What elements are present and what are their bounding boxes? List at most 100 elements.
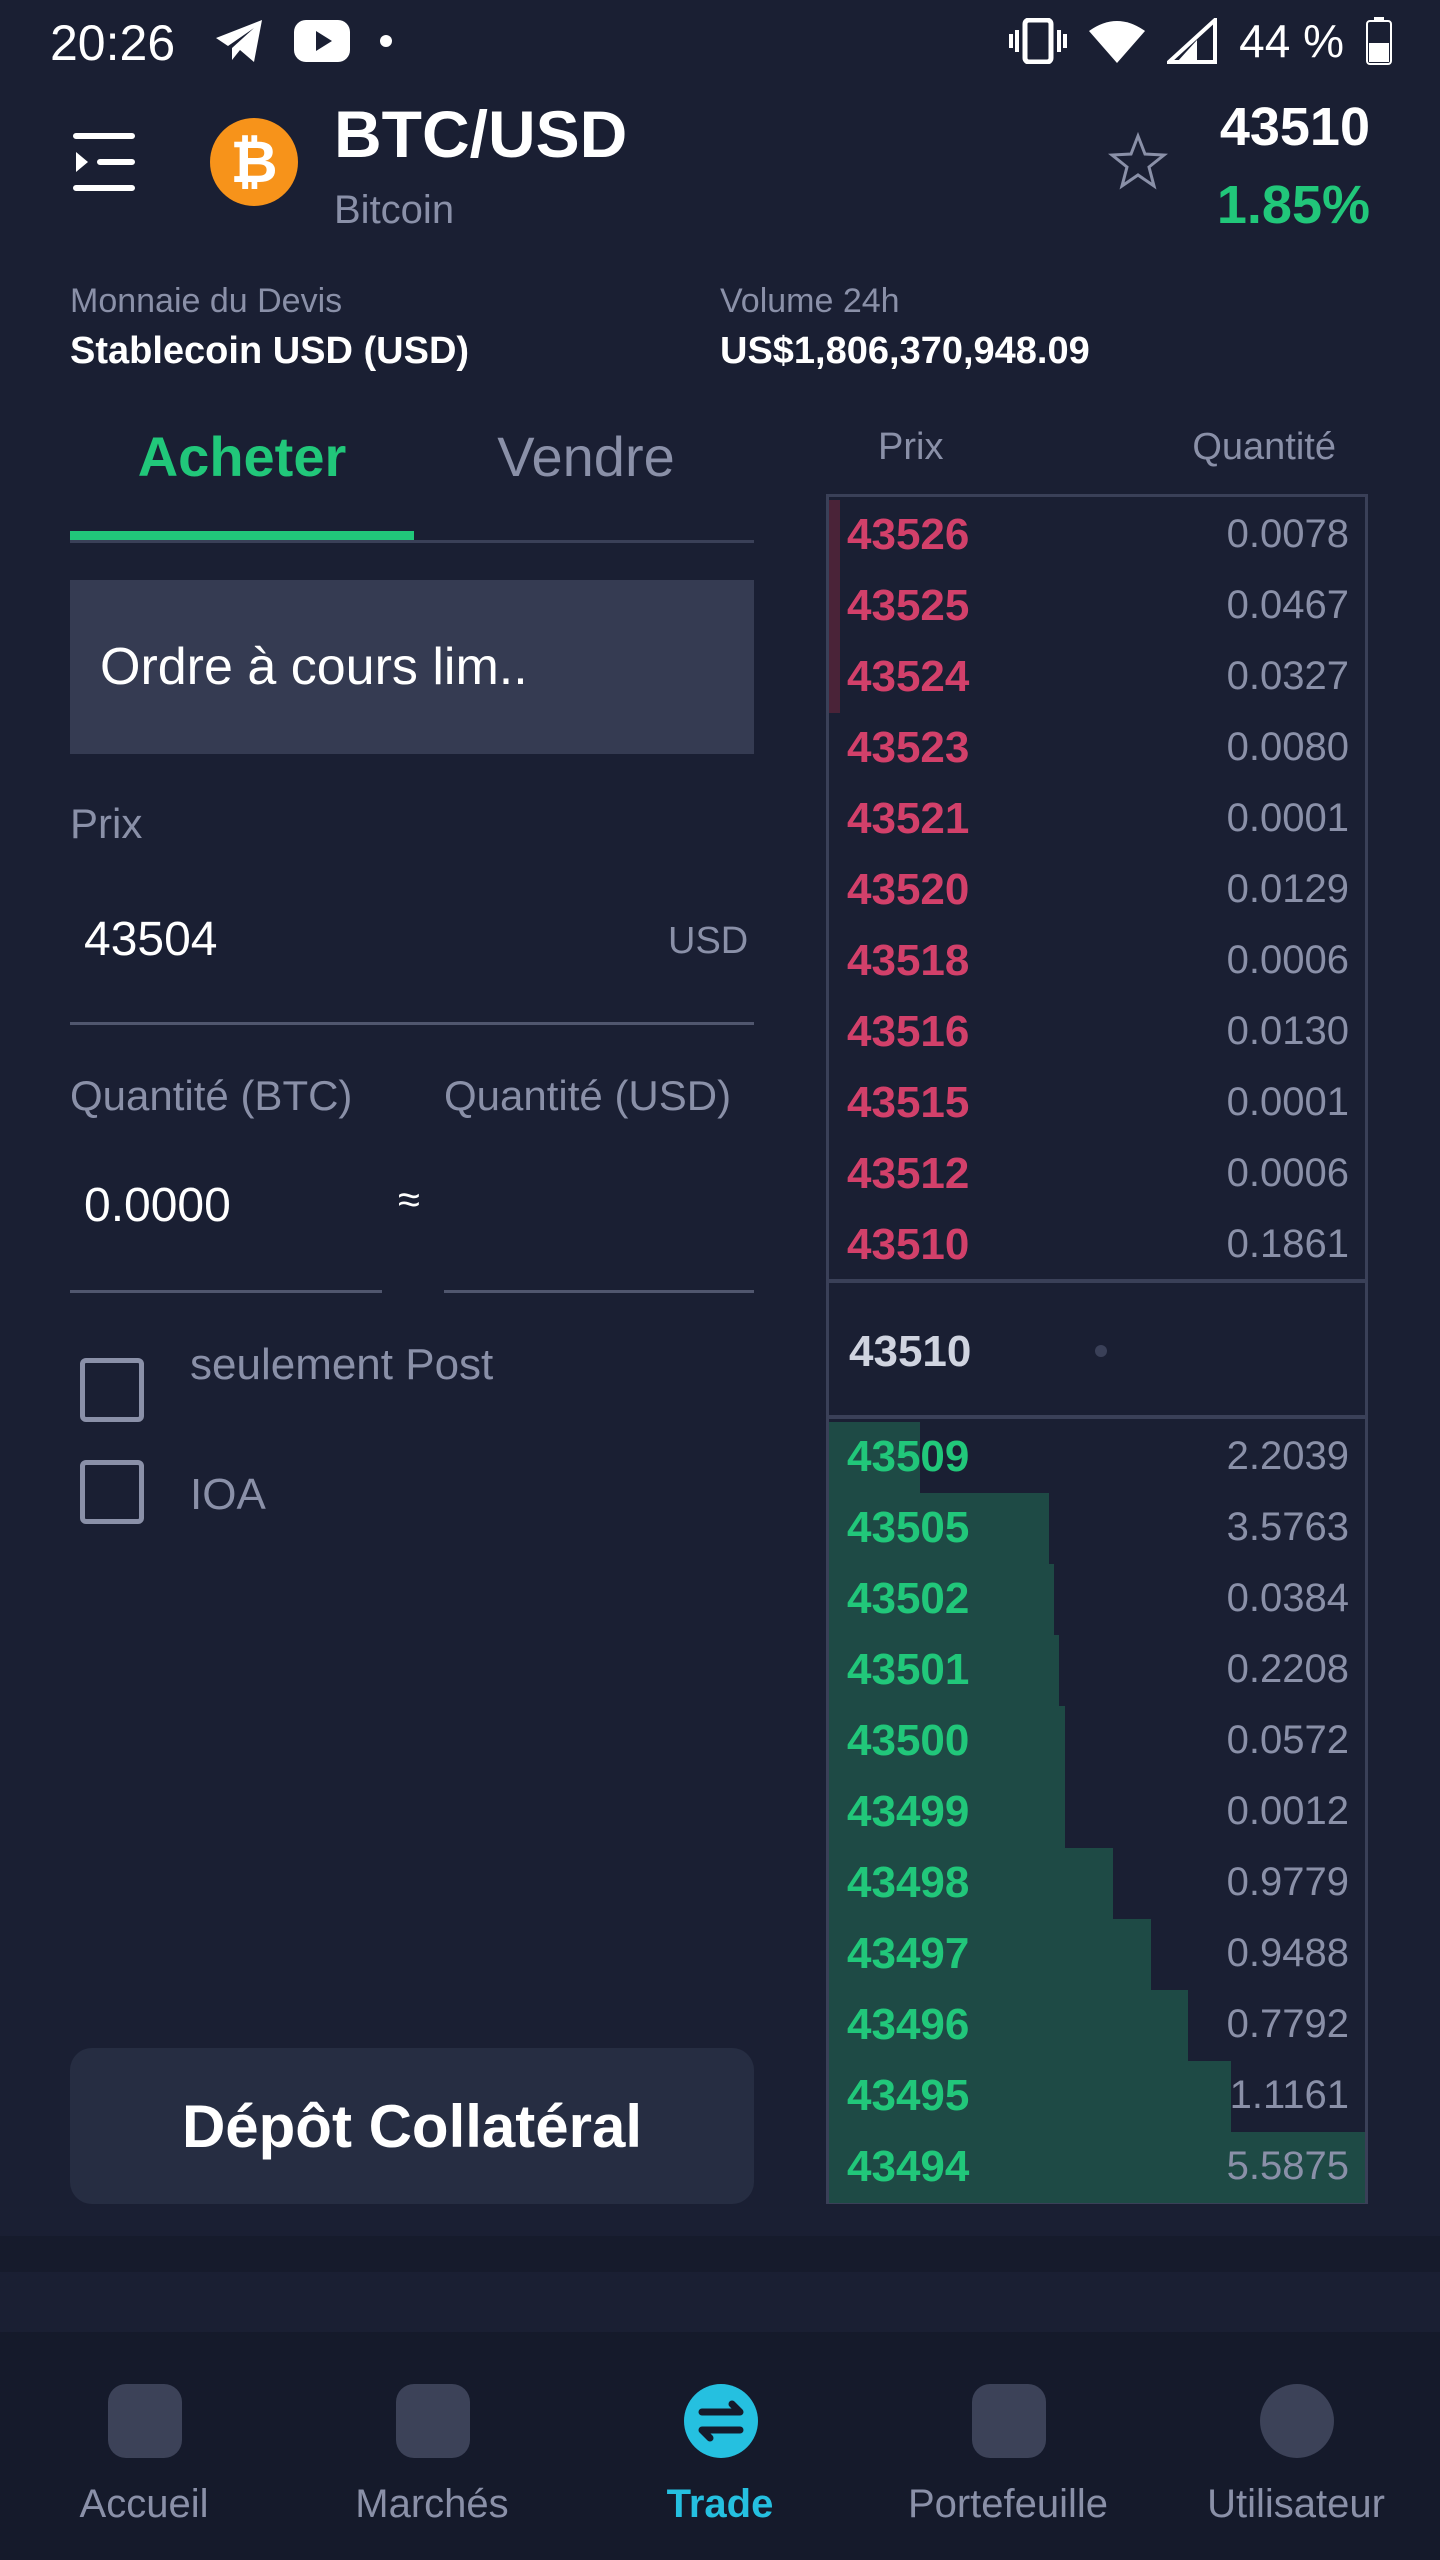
orderbook-qty: 0.0384 bbox=[1226, 1576, 1349, 1620]
orderbook-row[interactable]: 43510 0.1861 bbox=[829, 1210, 1365, 1281]
orderbook-row[interactable]: 43498 0.9779 bbox=[829, 1848, 1365, 1919]
orderbook-qty: 0.0006 bbox=[1226, 938, 1349, 982]
depth-bar bbox=[829, 1635, 1060, 1706]
orderbook-price: 43496 bbox=[847, 2000, 970, 2049]
orderbook-qty: 0.0001 bbox=[1226, 796, 1349, 840]
volume-value: US$1,806,370,948.09 bbox=[720, 330, 1090, 372]
orderbook-asks: 43526 0.0078 43525 0.0467 43524 0.0327 43523 0.… bbox=[826, 494, 1368, 1282]
orderbook-qty: 0.0129 bbox=[1226, 867, 1349, 911]
deposit-collateral-button[interactable]: Dépôt Collatéral bbox=[70, 2048, 754, 2204]
nav-item-marches[interactable]: Marchés bbox=[288, 2332, 576, 2560]
orderbook-row[interactable]: 43499 0.0012 bbox=[829, 1777, 1365, 1848]
orderbook-price: 43498 bbox=[847, 1858, 970, 1907]
tab-active-indicator bbox=[70, 531, 414, 540]
orderbook-qty: 0.0467 bbox=[1226, 583, 1349, 627]
orderbook-qty: 0.0130 bbox=[1226, 1009, 1349, 1053]
orderbook-row[interactable]: 43501 0.2208 bbox=[829, 1635, 1365, 1706]
orderbook-qty: 0.0012 bbox=[1226, 1789, 1349, 1833]
orderbook-qty: 0.9779 bbox=[1226, 1860, 1349, 1904]
wallet-icon bbox=[972, 2384, 1046, 2458]
orderbook-price: 43512 bbox=[847, 1149, 970, 1198]
quote-currency-value: Stablecoin USD (USD) bbox=[70, 330, 470, 372]
orderbook-price: 43501 bbox=[847, 1645, 970, 1694]
qty-btc-input[interactable]: 0.0000 bbox=[84, 1179, 231, 1232]
markets-icon bbox=[396, 2384, 470, 2458]
orderbook-qty: 0.2208 bbox=[1226, 1647, 1349, 1691]
nav-item-accueil[interactable]: Accueil bbox=[0, 2332, 288, 2560]
depth-bar bbox=[829, 642, 840, 713]
orderbook-row[interactable]: 43526 0.0078 bbox=[829, 500, 1365, 571]
home-icon bbox=[108, 2384, 182, 2458]
ioc-checkbox[interactable] bbox=[80, 1460, 144, 1524]
tab-sell[interactable]: Vendre bbox=[497, 425, 675, 488]
price-underline bbox=[70, 1022, 754, 1025]
orderbook-row[interactable]: 43496 0.7792 bbox=[829, 1990, 1365, 2061]
depth-bar bbox=[829, 500, 840, 571]
price-input[interactable]: 43504 bbox=[84, 913, 218, 966]
depth-bar bbox=[829, 1919, 1151, 1990]
pair-title[interactable]: BTC/USD bbox=[334, 97, 628, 171]
order-type-select[interactable]: Ordre à cours lim.. bbox=[70, 580, 754, 754]
qty-usd-label: Quantité (USD) bbox=[444, 1072, 732, 1119]
orderbook-row[interactable]: 43523 0.0080 bbox=[829, 713, 1365, 784]
orderbook-row[interactable]: 43518 0.0006 bbox=[829, 926, 1365, 997]
orderbook-row[interactable]: 43512 0.0006 bbox=[829, 1139, 1365, 1210]
vibrate-icon bbox=[1009, 18, 1068, 64]
orderbook-qty: 0.0080 bbox=[1226, 725, 1349, 769]
nav-item-utilisateur[interactable]: Utilisateur bbox=[1152, 2332, 1440, 2560]
orderbook-qty: 2.2039 bbox=[1226, 1434, 1349, 1478]
orderbook-qty: 0.0572 bbox=[1226, 1718, 1349, 1762]
youtube-icon bbox=[294, 20, 350, 62]
approx-sign: ≈ bbox=[398, 1178, 420, 1222]
orderbook-price: 43520 bbox=[847, 865, 970, 914]
orderbook-row[interactable]: 43515 0.0001 bbox=[829, 1068, 1365, 1139]
depth-bar bbox=[829, 1848, 1114, 1919]
nav-item-trade[interactable]: Trade bbox=[576, 2332, 864, 2560]
orderbook-qty: 0.0327 bbox=[1226, 654, 1349, 698]
orderbook-bids: 43509 2.2039 43505 3.5763 43502 0.0384 43501 0.… bbox=[826, 1416, 1368, 2204]
orderbook-row[interactable]: 43524 0.0327 bbox=[829, 642, 1365, 713]
qty-usd-input[interactable] bbox=[444, 1290, 754, 1293]
menu-icon[interactable] bbox=[70, 130, 138, 194]
depth-bar bbox=[829, 1706, 1065, 1777]
favorite-star-icon[interactable] bbox=[1108, 132, 1168, 192]
tab-buy[interactable]: Acheter bbox=[137, 425, 347, 488]
orderbook-row[interactable]: 43497 0.9488 bbox=[829, 1919, 1365, 1990]
depth-bar bbox=[829, 2061, 1231, 2132]
orderbook-price: 43495 bbox=[847, 2071, 970, 2120]
price-change: 1.85% bbox=[1216, 175, 1370, 235]
orderbook-price: 43497 bbox=[847, 1929, 970, 1978]
ioc-label: IOA bbox=[190, 1470, 266, 1519]
orderbook-price: 43516 bbox=[847, 1007, 970, 1056]
nav-label: Utilisateur bbox=[1207, 2482, 1385, 2526]
orderbook-qty: 0.0006 bbox=[1226, 1151, 1349, 1195]
orderbook-row[interactable]: 43520 0.0129 bbox=[829, 855, 1365, 926]
orderbook-row[interactable]: 43509 2.2039 bbox=[829, 1422, 1365, 1493]
volume-label: Volume 24h bbox=[720, 282, 900, 320]
post-only-checkbox[interactable] bbox=[80, 1358, 144, 1422]
bitcoin-logo-icon: ₿ bbox=[210, 118, 298, 206]
nav-item-portefeuille[interactable]: Portefeuille bbox=[864, 2332, 1152, 2560]
orderbook-row[interactable]: 43502 0.0384 bbox=[829, 1564, 1365, 1635]
wifi-icon bbox=[1089, 21, 1146, 63]
orderbook-row[interactable]: 43494 5.5875 bbox=[829, 2132, 1365, 2203]
qty-btc-underline bbox=[70, 1290, 382, 1293]
status-time: 20:26 bbox=[50, 15, 176, 71]
orderbook-row[interactable]: 43521 0.0001 bbox=[829, 784, 1365, 855]
orderbook-row[interactable]: 43525 0.0467 bbox=[829, 571, 1365, 642]
orderbook-row[interactable]: 43505 3.5763 bbox=[829, 1493, 1365, 1564]
coin-name: Bitcoin bbox=[334, 188, 455, 232]
orderbook-price: 43523 bbox=[847, 723, 970, 772]
orderbook-price: 43500 bbox=[847, 1716, 970, 1765]
orderbook-price: 43502 bbox=[847, 1574, 970, 1623]
depth-bar bbox=[829, 2132, 1365, 2203]
depth-bar bbox=[829, 571, 840, 642]
orderbook-qty: 0.0078 bbox=[1226, 512, 1349, 556]
orderbook-price: 43505 bbox=[847, 1503, 970, 1552]
positions-section-peek bbox=[0, 2272, 1440, 2332]
orderbook-price: 43510 bbox=[847, 1220, 970, 1269]
signal-icon bbox=[1167, 18, 1218, 64]
orderbook-row[interactable]: 43500 0.0572 bbox=[829, 1706, 1365, 1777]
orderbook-row[interactable]: 43495 1.1161 bbox=[829, 2061, 1365, 2132]
orderbook-row[interactable]: 43516 0.0130 bbox=[829, 997, 1365, 1068]
